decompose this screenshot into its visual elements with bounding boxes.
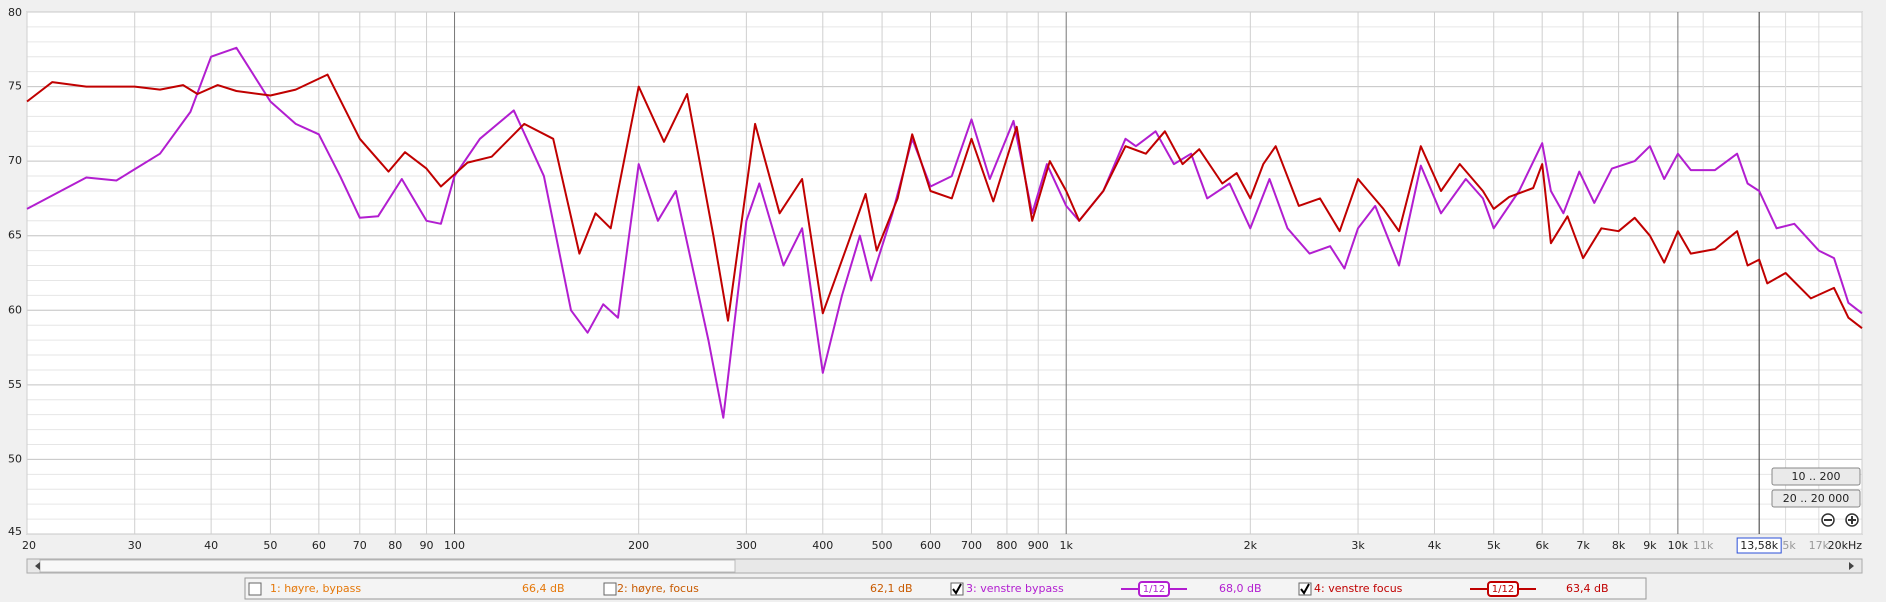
x-tick-label: 700 (961, 539, 982, 552)
y-tick-label: 70 (8, 154, 22, 167)
x-tick-label: 800 (996, 539, 1017, 552)
x-tick-label: 20 (22, 539, 36, 552)
range-button-label: 20 .. 20 000 (1783, 492, 1849, 505)
axis-labels: 45 50 55 60 65 70 75 80 20 30 40 50 60 70 80 90 100 200 30… (8, 6, 1863, 554)
x-tick-label: 2k (1244, 539, 1258, 552)
x-tick-label: 30 (128, 539, 142, 552)
checkmark (952, 583, 962, 595)
x-tick-label: 20kHz (1828, 539, 1863, 552)
x-tick-label: 8k (1612, 539, 1626, 552)
range-buttons: 10 .. 200 20 .. 20 000 (1771, 467, 1861, 527)
x-tick-label-minor: 17k (1809, 539, 1830, 552)
x-tick-label: 500 (872, 539, 893, 552)
legend-name: 2: høyre, focus (617, 582, 699, 595)
x-tick-label: 900 (1028, 539, 1049, 552)
x-tick-label: 300 (736, 539, 757, 552)
y-tick-label: 45 (8, 525, 22, 538)
legend-reading: 63,4 dB (1566, 582, 1609, 595)
legend-reading: 68,0 dB (1219, 582, 1262, 595)
x-tick-label: 50 (263, 539, 277, 552)
x-tick-label: 3k (1351, 539, 1365, 552)
smoothing-box[interactable] (1487, 581, 1519, 597)
checkmark (1300, 583, 1310, 595)
x-tick-label: 100 (444, 539, 465, 552)
y-tick-label: 60 (8, 303, 22, 316)
x-tick-label: 40 (204, 539, 218, 552)
y-tick-label: 75 (8, 80, 22, 93)
x-tick-label: 4k (1428, 539, 1442, 552)
legend-name: 4: venstre focus (1314, 582, 1403, 595)
x-tick-label: 400 (812, 539, 833, 552)
y-tick-label: 65 (8, 229, 22, 242)
y-tick-label: 80 (8, 6, 22, 19)
y-tick-label: 55 (8, 378, 22, 391)
trace-line (26, 73, 1863, 329)
x-tick-label: 9k (1643, 539, 1657, 552)
legend-reading: 66,4 dB (522, 582, 565, 595)
trace-line (26, 46, 1863, 419)
range-button[interactable] (1771, 489, 1861, 508)
zoom-out[interactable] (1821, 513, 1835, 527)
cursor-label-box (1736, 537, 1782, 554)
legend-bar (244, 577, 1647, 600)
legend-checkbox[interactable] (603, 582, 617, 596)
x-tick-label: 80 (388, 539, 402, 552)
zoom-in[interactable] (1845, 513, 1859, 527)
x-tick-label: 200 (628, 539, 649, 552)
y-tick-label: 50 (8, 452, 22, 465)
x-tick-label: 6k (1535, 539, 1549, 552)
x-tick-label: 7k (1576, 539, 1590, 552)
traces (26, 46, 1863, 419)
legend-name: 3: venstre bypass (966, 582, 1064, 595)
x-tick-label: 1k (1060, 539, 1074, 552)
legend-reading: 62,1 dB (870, 582, 913, 595)
scrollbar-thumb[interactable] (39, 559, 736, 573)
x-tick-label: 70 (353, 539, 367, 552)
legend-checkbox[interactable] (248, 582, 262, 596)
x-tick-label: 10k (1668, 539, 1689, 552)
x-tick-label: 5k (1487, 539, 1501, 552)
legend-name: 1: høyre, bypass (270, 582, 361, 595)
smoothing-label: 1/12 (1492, 584, 1514, 595)
range-button-label: 10 .. 200 (1792, 470, 1841, 483)
range-button[interactable] (1771, 467, 1861, 486)
x-tick-label: 60 (312, 539, 326, 552)
x-tick-label: 600 (920, 539, 941, 552)
grid (26, 11, 1863, 535)
x-tick-label: 90 (420, 539, 434, 552)
cursor-label: 13,58k (1740, 539, 1778, 552)
smoothing-box[interactable] (1138, 581, 1170, 597)
x-tick-label-minor: 11k (1693, 539, 1714, 552)
legend: 1: høyre, bypass 66,4 dB 2: høyre, focus 62… (248, 581, 1609, 597)
plot-area (26, 11, 1863, 535)
smoothing-label: 1/12 (1143, 584, 1165, 595)
